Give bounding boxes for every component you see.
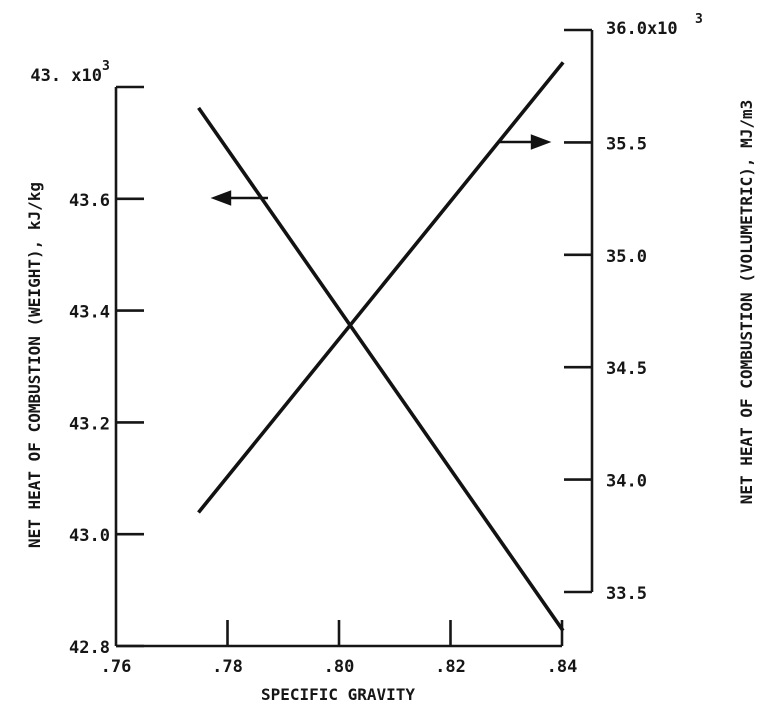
axis-arrows xyxy=(210,134,552,206)
x-tick-label: .82 xyxy=(435,657,466,677)
axes xyxy=(114,28,594,648)
y-right-tick-label: 34.5 xyxy=(606,359,647,379)
y-axis-label-left: NET HEAT OF COMBUSTION (WEIGHT), kJ/kg xyxy=(25,182,44,548)
y-left-tick-label: 43.0 xyxy=(69,526,110,546)
tick-labels: .76 .78 .80 .82 .84 42.8 43.0 43.2 43.4 43.6 43. x… xyxy=(30,12,702,677)
y-left-tick-label: 43.4 xyxy=(69,303,110,323)
arrow-right-head xyxy=(530,134,552,150)
series-line-volumetric xyxy=(197,61,565,514)
y-right-tick-label: 33.5 xyxy=(606,584,647,604)
y-left-tick-label: 42.8 xyxy=(69,638,110,658)
x-tick-label: .84 xyxy=(547,657,578,677)
y-right-top-superscript: 3 xyxy=(695,12,703,27)
x-tick-label: .80 xyxy=(324,657,355,677)
y-left-tick-label: 43.2 xyxy=(69,414,110,434)
x-tick-label: .76 xyxy=(101,657,132,677)
y-right-tick-label: 35.0 xyxy=(606,247,647,267)
y-left-tick-label: 43.6 xyxy=(69,191,110,211)
x-tick-label: .78 xyxy=(212,657,243,677)
y-right-tick-label: 36.0x10 xyxy=(606,19,678,39)
y-left-top-superscript: 3 xyxy=(102,59,110,74)
x-axis-label: SPECIFIC GRAVITY xyxy=(261,685,415,704)
series-line-weight xyxy=(197,106,565,632)
series-group xyxy=(197,61,565,632)
y-left-tick-label: 43. x10 xyxy=(30,66,102,86)
arrow-left-head xyxy=(210,190,232,206)
y-axis-label-right: NET HEAT OF COMBUSTION (VOLUMETRIC), MJ/… xyxy=(737,100,756,505)
y-right-tick-label: 35.5 xyxy=(606,134,647,154)
y-right-tick-label: 34.0 xyxy=(606,472,647,492)
